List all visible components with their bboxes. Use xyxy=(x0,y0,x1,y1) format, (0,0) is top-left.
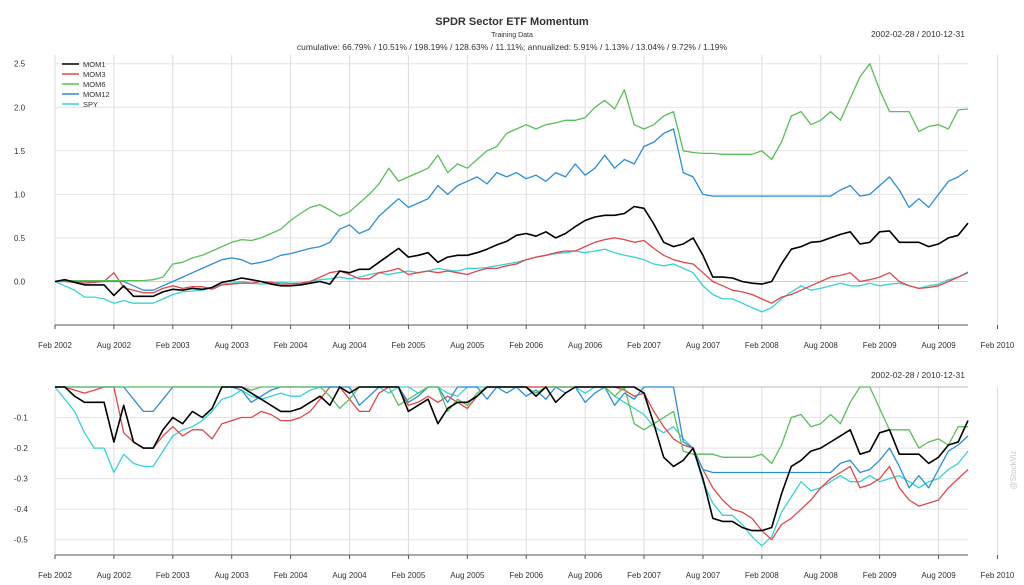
x-tick-label: Aug 2004 xyxy=(332,341,367,350)
x-tick-label: Aug 2008 xyxy=(804,341,839,350)
y-tick-label: 2.0 xyxy=(14,103,26,112)
x-tick-label: Feb 2004 xyxy=(274,571,308,580)
x-tick-label: Aug 2009 xyxy=(921,341,956,350)
y-tick-label: 2.5 xyxy=(14,60,26,69)
legend-label-mom3: MOM3 xyxy=(83,70,106,79)
y-tick-label: 0.0 xyxy=(14,277,26,286)
x-tick-label: Aug 2002 xyxy=(97,571,132,580)
x-tick-label: Feb 2007 xyxy=(627,341,661,350)
x-tick-label: Feb 2006 xyxy=(509,571,543,580)
series-line-mom6 xyxy=(55,386,968,465)
x-tick-label: Feb 2010 xyxy=(981,341,1015,350)
x-tick-label: Aug 2005 xyxy=(450,571,485,580)
x-tick-label: Aug 2003 xyxy=(215,571,250,580)
legend-label-mom1: MOM1 xyxy=(83,60,106,69)
y-tick-label: 1.5 xyxy=(14,147,26,156)
y-tick-label: -0.1 xyxy=(14,414,28,423)
x-tick-label: Feb 2008 xyxy=(745,571,779,580)
series-line-mom3 xyxy=(55,386,969,541)
y-tick-label: -0.3 xyxy=(14,475,28,484)
watermark: @StockViz xyxy=(1009,450,1018,489)
x-tick-label: Aug 2009 xyxy=(921,571,956,580)
summary-line: cumulative: 66.79% / 10.51% / 198.19% / … xyxy=(297,42,728,52)
x-tick-label: Aug 2003 xyxy=(215,341,250,350)
y-tick-label: 1.0 xyxy=(14,190,26,199)
series-line-mom6 xyxy=(54,63,969,283)
top-date-range: 2002-02-28 / 2010-12-31 xyxy=(871,29,965,39)
legend-label-mom12: MOM12 xyxy=(83,90,110,99)
x-tick-label: Aug 2006 xyxy=(568,571,603,580)
y-tick-label: 0.5 xyxy=(14,234,26,243)
x-tick-label: Feb 2007 xyxy=(627,571,661,580)
x-tick-label: Feb 2006 xyxy=(509,341,543,350)
y-tick-label: -0.2 xyxy=(14,444,28,453)
x-tick-label: Feb 2008 xyxy=(745,341,779,350)
series-line-mom12 xyxy=(55,128,969,291)
x-tick-label: Feb 2005 xyxy=(392,341,426,350)
series-line-mom3 xyxy=(55,237,969,304)
x-tick-label: Aug 2007 xyxy=(686,571,721,580)
x-tick-label: Feb 2003 xyxy=(156,571,190,580)
y-tick-label: -0.4 xyxy=(14,505,28,514)
x-tick-label: Aug 2008 xyxy=(804,571,839,580)
x-tick-label: Feb 2002 xyxy=(38,341,72,350)
series-line-mom1 xyxy=(54,205,969,298)
series-line-mom1 xyxy=(55,386,969,532)
series-line-mom12 xyxy=(55,386,969,489)
x-tick-label: Aug 2006 xyxy=(568,341,603,350)
x-tick-label: Feb 2003 xyxy=(156,341,190,350)
x-tick-label: Feb 2005 xyxy=(392,571,426,580)
chart-subtitle: Training Data xyxy=(491,32,533,39)
x-tick-label: Feb 2002 xyxy=(38,571,72,580)
x-tick-label: Feb 2010 xyxy=(981,571,1015,580)
chart-title: SPDR Sector ETF Momentum xyxy=(435,16,589,28)
x-tick-label: Aug 2005 xyxy=(450,341,485,350)
bottom-date-range: 2002-02-28 / 2010-12-31 xyxy=(871,370,965,380)
x-tick-label: Feb 2004 xyxy=(274,341,308,350)
cumulative-returns-panel: Feb 2002 Aug 2002 Feb 2003 Aug 2003 Feb 2004… xyxy=(14,55,1015,350)
legend-label-mom6: MOM6 xyxy=(83,80,106,89)
drawdown-panel: Feb 2002 Aug 2002 Feb 2003 Aug 2003 Feb 2004… xyxy=(14,386,1015,580)
x-tick-label: Aug 2002 xyxy=(97,341,132,350)
legend-label-spy: SPY xyxy=(83,100,98,109)
y-tick-label: -0.5 xyxy=(14,536,28,545)
x-tick-label: Aug 2004 xyxy=(332,571,367,580)
x-tick-label: Aug 2007 xyxy=(686,341,721,350)
x-tick-label: Feb 2009 xyxy=(863,571,897,580)
x-tick-label: Feb 2009 xyxy=(863,341,897,350)
